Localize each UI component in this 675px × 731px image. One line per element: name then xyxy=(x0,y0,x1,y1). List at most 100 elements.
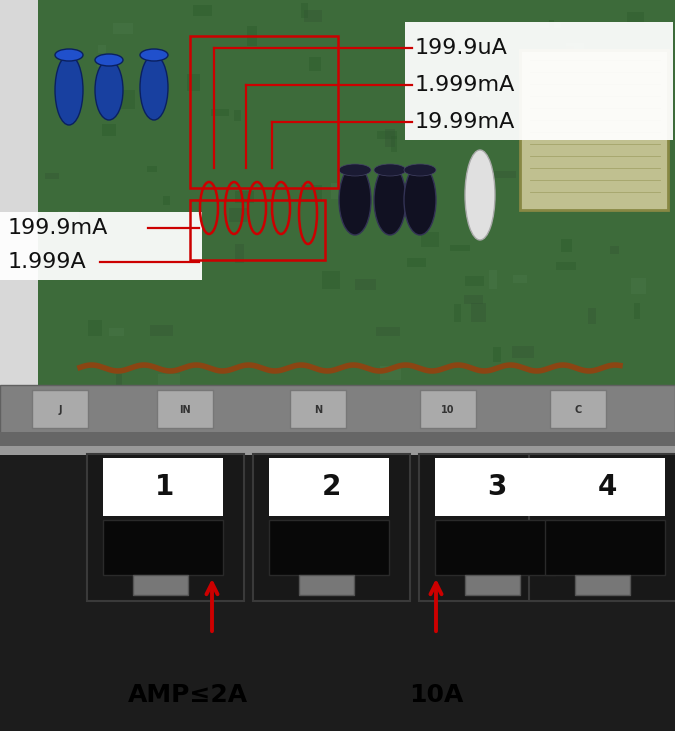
Bar xyxy=(109,328,124,336)
Bar xyxy=(102,124,116,137)
Bar xyxy=(355,279,376,289)
Ellipse shape xyxy=(140,49,168,61)
Bar xyxy=(301,3,308,18)
Bar xyxy=(99,45,106,53)
Ellipse shape xyxy=(404,164,436,176)
Bar xyxy=(150,325,173,336)
Bar xyxy=(634,303,641,319)
Bar xyxy=(234,110,241,121)
Bar xyxy=(506,77,525,89)
Bar xyxy=(269,520,389,575)
Text: IN: IN xyxy=(179,405,191,415)
Bar xyxy=(133,575,188,595)
Bar xyxy=(545,520,665,575)
Text: 1.999A: 1.999A xyxy=(8,252,87,272)
Bar xyxy=(471,303,486,322)
Bar xyxy=(185,271,193,279)
FancyBboxPatch shape xyxy=(87,454,244,601)
Ellipse shape xyxy=(95,54,123,66)
Bar xyxy=(190,386,211,392)
Text: C: C xyxy=(574,405,582,415)
Bar xyxy=(441,409,456,420)
Text: 19.99mA: 19.99mA xyxy=(415,112,516,132)
Bar xyxy=(0,212,202,280)
Bar xyxy=(385,129,396,148)
Bar xyxy=(470,207,483,224)
Bar xyxy=(610,246,619,254)
Bar xyxy=(115,90,135,109)
Bar xyxy=(476,83,483,97)
Bar xyxy=(524,130,541,139)
Bar xyxy=(304,10,322,22)
Bar xyxy=(465,575,520,595)
Bar xyxy=(79,391,92,405)
Bar xyxy=(331,183,338,199)
Bar xyxy=(322,271,340,289)
Bar xyxy=(290,390,346,428)
Text: 2: 2 xyxy=(321,473,341,501)
Bar xyxy=(0,0,38,415)
Text: 10A: 10A xyxy=(409,683,463,707)
Bar xyxy=(626,12,644,31)
Bar xyxy=(454,304,462,322)
Bar xyxy=(550,390,606,428)
Bar xyxy=(539,23,561,29)
Bar xyxy=(566,42,585,52)
Bar xyxy=(375,327,400,336)
Bar xyxy=(0,445,675,731)
Bar xyxy=(405,22,673,140)
Bar xyxy=(561,239,572,251)
Bar xyxy=(435,458,555,516)
Bar xyxy=(421,232,439,247)
Bar xyxy=(630,278,645,295)
Bar xyxy=(192,4,213,16)
Bar xyxy=(545,458,665,516)
Bar xyxy=(493,170,516,178)
Bar xyxy=(471,48,489,56)
Bar xyxy=(465,276,484,287)
Text: 10: 10 xyxy=(441,405,455,415)
Bar xyxy=(379,366,401,380)
Ellipse shape xyxy=(465,150,495,240)
Bar xyxy=(589,308,595,324)
Bar xyxy=(299,575,354,595)
Bar xyxy=(512,346,535,358)
Text: 3: 3 xyxy=(487,473,507,501)
Ellipse shape xyxy=(374,165,406,235)
Bar xyxy=(103,458,223,516)
Bar xyxy=(450,245,470,251)
Text: 199.9mA: 199.9mA xyxy=(8,218,109,238)
Bar xyxy=(520,50,668,210)
Bar xyxy=(530,57,554,70)
FancyBboxPatch shape xyxy=(253,454,410,601)
Bar xyxy=(480,99,485,105)
Bar xyxy=(529,197,543,210)
Text: J: J xyxy=(58,405,61,415)
Bar xyxy=(0,385,675,437)
Bar xyxy=(562,45,574,54)
Bar xyxy=(556,262,576,270)
Bar xyxy=(493,347,502,362)
Bar xyxy=(302,185,322,202)
Bar xyxy=(435,520,555,575)
Text: 4: 4 xyxy=(597,473,617,501)
Bar xyxy=(116,374,122,389)
Bar xyxy=(398,404,411,420)
Text: 1: 1 xyxy=(155,473,175,501)
Bar xyxy=(65,401,80,406)
Bar xyxy=(146,166,157,172)
Ellipse shape xyxy=(339,165,371,235)
Ellipse shape xyxy=(404,165,436,235)
Bar xyxy=(624,189,644,207)
Bar xyxy=(230,208,246,222)
Ellipse shape xyxy=(55,49,83,61)
Bar xyxy=(544,385,550,404)
Ellipse shape xyxy=(95,60,123,120)
Bar xyxy=(420,390,476,428)
Text: 1.999mA: 1.999mA xyxy=(415,75,516,95)
Bar xyxy=(32,390,88,428)
Text: N: N xyxy=(314,405,322,415)
Text: 199.9uA: 199.9uA xyxy=(415,38,508,58)
Bar xyxy=(552,167,569,175)
Bar xyxy=(601,85,612,98)
